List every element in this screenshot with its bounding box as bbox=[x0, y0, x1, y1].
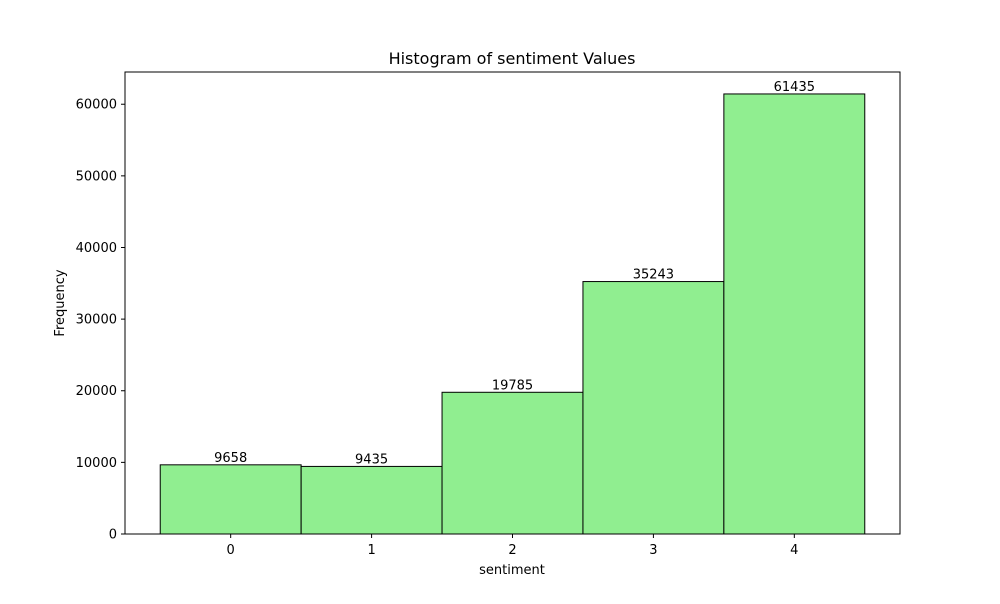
plot-frame bbox=[124, 71, 901, 535]
x-axis-label: sentiment bbox=[479, 563, 545, 578]
chart-title: Histogram of sentiment Values bbox=[389, 49, 636, 68]
bar-4 bbox=[723, 93, 866, 535]
x-tick-label-0: 0 bbox=[227, 543, 235, 558]
y-axis-label: Frequency bbox=[53, 269, 68, 336]
bar-0 bbox=[159, 464, 302, 535]
bar-1 bbox=[300, 465, 443, 535]
x-axis: 0 1 2 3 4 bbox=[227, 534, 798, 558]
y-tick-label-0: 0 bbox=[109, 528, 117, 543]
y-tick-label-40000: 40000 bbox=[76, 241, 117, 256]
data-label-2: 19785 bbox=[492, 378, 533, 393]
x-tick-label-1: 1 bbox=[367, 543, 375, 558]
y-tick-label-20000: 20000 bbox=[76, 384, 117, 399]
data-label-4: 61435 bbox=[774, 80, 815, 95]
y-axis: 0 10000 20000 30000 40000 50000 60000 bbox=[76, 98, 125, 543]
data-label-0: 9658 bbox=[214, 451, 247, 466]
x-tick-label-4: 4 bbox=[790, 543, 798, 558]
data-label-1: 9435 bbox=[355, 452, 388, 467]
y-tick-label-50000: 50000 bbox=[76, 169, 117, 184]
bar-2 bbox=[441, 391, 584, 535]
bar-3 bbox=[582, 281, 725, 535]
data-label-3: 35243 bbox=[633, 268, 674, 283]
y-tick-label-10000: 10000 bbox=[76, 456, 117, 471]
x-tick-label-3: 3 bbox=[649, 543, 657, 558]
bars-layer bbox=[159, 93, 866, 535]
x-tick-label-2: 2 bbox=[508, 543, 516, 558]
y-tick-label-30000: 30000 bbox=[76, 313, 117, 328]
data-labels-layer: 9658 9435 19785 35243 61435 bbox=[214, 80, 815, 467]
y-tick-label-60000: 60000 bbox=[76, 98, 117, 113]
